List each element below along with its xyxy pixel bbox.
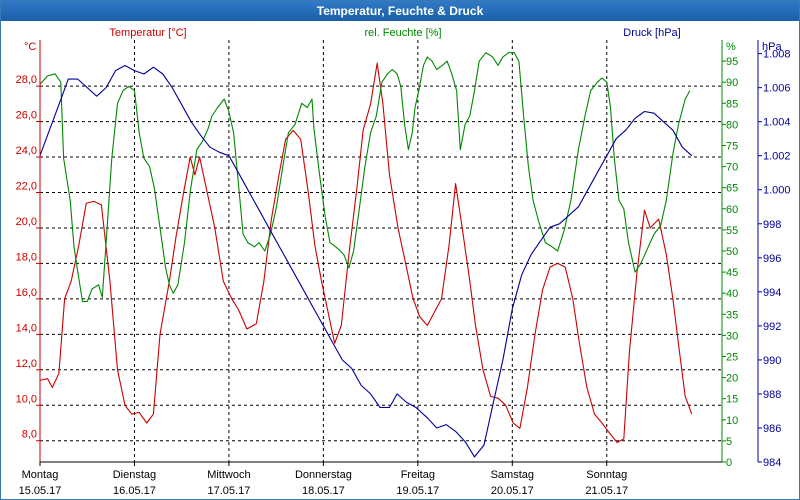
humidity-tick-label: 55 [726, 225, 738, 237]
humidity-tick-label: 70 [726, 162, 738, 174]
humidity-axis-label: rel. Feuchte [%] [364, 27, 441, 39]
pressure-tick-label: 988 [763, 389, 781, 401]
day-label: Samstag [491, 469, 534, 481]
pressure-tick-label: 990 [763, 355, 781, 367]
temperature-tick-label: 20,0 [16, 216, 37, 228]
pressure-axis-label: Druck [hPa] [623, 27, 680, 39]
humidity-tick-label: 5 [726, 436, 732, 448]
pressure-tick-label: 984 [763, 457, 781, 469]
temperature-tick-label: 8,0 [22, 429, 37, 441]
humidity-tick-label: 0 [726, 457, 732, 469]
temperature-tick-label: 28,0 [16, 74, 37, 86]
date-label: 21.05.17 [585, 485, 628, 497]
pressure-tick-label: 998 [763, 219, 781, 231]
day-label: Montag [22, 469, 59, 481]
humidity-tick-label: 40 [726, 288, 738, 300]
day-label: Sonntag [586, 469, 627, 481]
temperature-tick-label: 24,0 [16, 145, 37, 157]
temperature-tick-label: 14,0 [16, 322, 37, 334]
pressure-tick-label: 986 [763, 423, 781, 435]
window-title: Temperatur, Feuchte & Druck [1, 1, 799, 21]
pressure-tick-label: 1.004 [763, 117, 791, 129]
date-label: 15.05.17 [19, 485, 62, 497]
humidity-tick-label: 90 [726, 77, 738, 89]
humidity-tick-label: 30 [726, 330, 738, 342]
humidity-unit: % [726, 41, 736, 53]
humidity-tick-label: 85 [726, 98, 738, 110]
humidity-tick-label: 15 [726, 394, 738, 406]
temperature-axis-label: Temperatur [°C] [109, 27, 186, 39]
humidity-tick-label: 60 [726, 204, 738, 216]
temperature-tick-label: 26,0 [16, 110, 37, 122]
plot-area [40, 40, 722, 462]
temperature-series-line [39, 62, 693, 444]
temperature-tick-label: 12,0 [16, 358, 37, 370]
date-label: 18.05.17 [302, 485, 345, 497]
humidity-tick-label: 35 [726, 309, 738, 321]
date-label: 20.05.17 [491, 485, 534, 497]
grid-lines [39, 40, 722, 462]
date-label: 19.05.17 [396, 485, 439, 497]
humidity-tick-label: 25 [726, 352, 738, 364]
day-label: Donnerstag [295, 469, 352, 481]
pressure-tick-label: 1.000 [763, 185, 791, 197]
date-label: 17.05.17 [208, 485, 251, 497]
pressure-tick-label: 992 [763, 321, 781, 333]
pressure-tick-label: 994 [763, 287, 781, 299]
day-label: Mittwoch [207, 469, 250, 481]
temperature-tick-label: 10,0 [16, 393, 37, 405]
series-layer [39, 52, 693, 458]
day-label: Freitag [401, 469, 435, 481]
humidity-tick-label: 95 [726, 56, 738, 68]
humidity-tick-label: 50 [726, 246, 738, 258]
pressure-tick-label: 1.006 [763, 83, 791, 95]
date-label: 16.05.17 [113, 485, 156, 497]
day-label: Dienstag [113, 469, 156, 481]
temperature-tick-label: 16,0 [16, 287, 37, 299]
humidity-tick-label: 80 [726, 119, 738, 131]
temperature-tick-label: 22,0 [16, 180, 37, 192]
temperature-tick-label: 18,0 [16, 251, 37, 263]
pressure-unit: hPa [762, 41, 782, 53]
humidity-tick-label: 65 [726, 183, 738, 195]
humidity-tick-label: 20 [726, 373, 738, 385]
pressure-tick-label: 1.008 [763, 49, 791, 61]
pressure-tick-label: 996 [763, 253, 781, 265]
axes-layer: 8,0 10,0 12,0 14,0 16,0 18,0 20,0 22,0 24,0 26,0 2… [16, 40, 791, 497]
pressure-series-line [39, 64, 693, 458]
pressure-tick-label: 1.002 [763, 151, 791, 163]
humidity-tick-label: 10 [726, 415, 738, 427]
humidity-series-line [39, 52, 691, 303]
humidity-tick-label: 45 [726, 267, 738, 279]
temperature-unit: °C [24, 41, 36, 53]
humidity-tick-label: 75 [726, 141, 738, 153]
